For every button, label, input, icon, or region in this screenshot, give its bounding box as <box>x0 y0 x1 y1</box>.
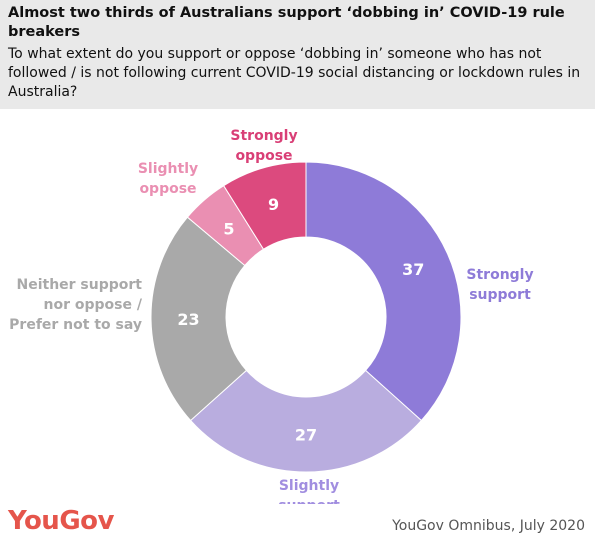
category-label-slightly-support: Slightlysupport <box>278 478 340 504</box>
yougov-logo: YouGov <box>8 506 114 536</box>
category-label-strongly-oppose: Strongly oppose <box>230 128 297 164</box>
source-note: YouGov Omnibus, July 2020 <box>392 518 585 534</box>
slice-strongly-support <box>305 161 462 422</box>
value-label-slightly-oppose: 5 <box>223 219 234 238</box>
slice-neither-support-nor-oppose-prefer-not-to-say <box>150 216 248 422</box>
value-label-strongly-support: 37 <box>402 260 424 279</box>
value-label-strongly-oppose: 9 <box>268 195 279 214</box>
value-label-neither-support-nor-oppose-prefer-not-to-say: 23 <box>177 310 199 329</box>
category-label-slightly-oppose: Slightly oppose <box>138 161 198 197</box>
slice-strongly-oppose <box>222 161 307 250</box>
chart-subtitle: To what extent do you support or oppose … <box>8 46 581 100</box>
value-label-slightly-support: 27 <box>295 426 317 445</box>
category-label-neither-support-nor-oppose-prefer-not-to-say: Neither support nor oppose / Prefer not to… <box>9 277 143 333</box>
category-label-strongly-support: Strongly support <box>466 267 533 303</box>
chart-title: Almost two thirds of Australians support… <box>8 5 565 40</box>
slice-slightly-support <box>189 369 423 473</box>
header: Almost two thirds of Australians support… <box>0 0 595 109</box>
